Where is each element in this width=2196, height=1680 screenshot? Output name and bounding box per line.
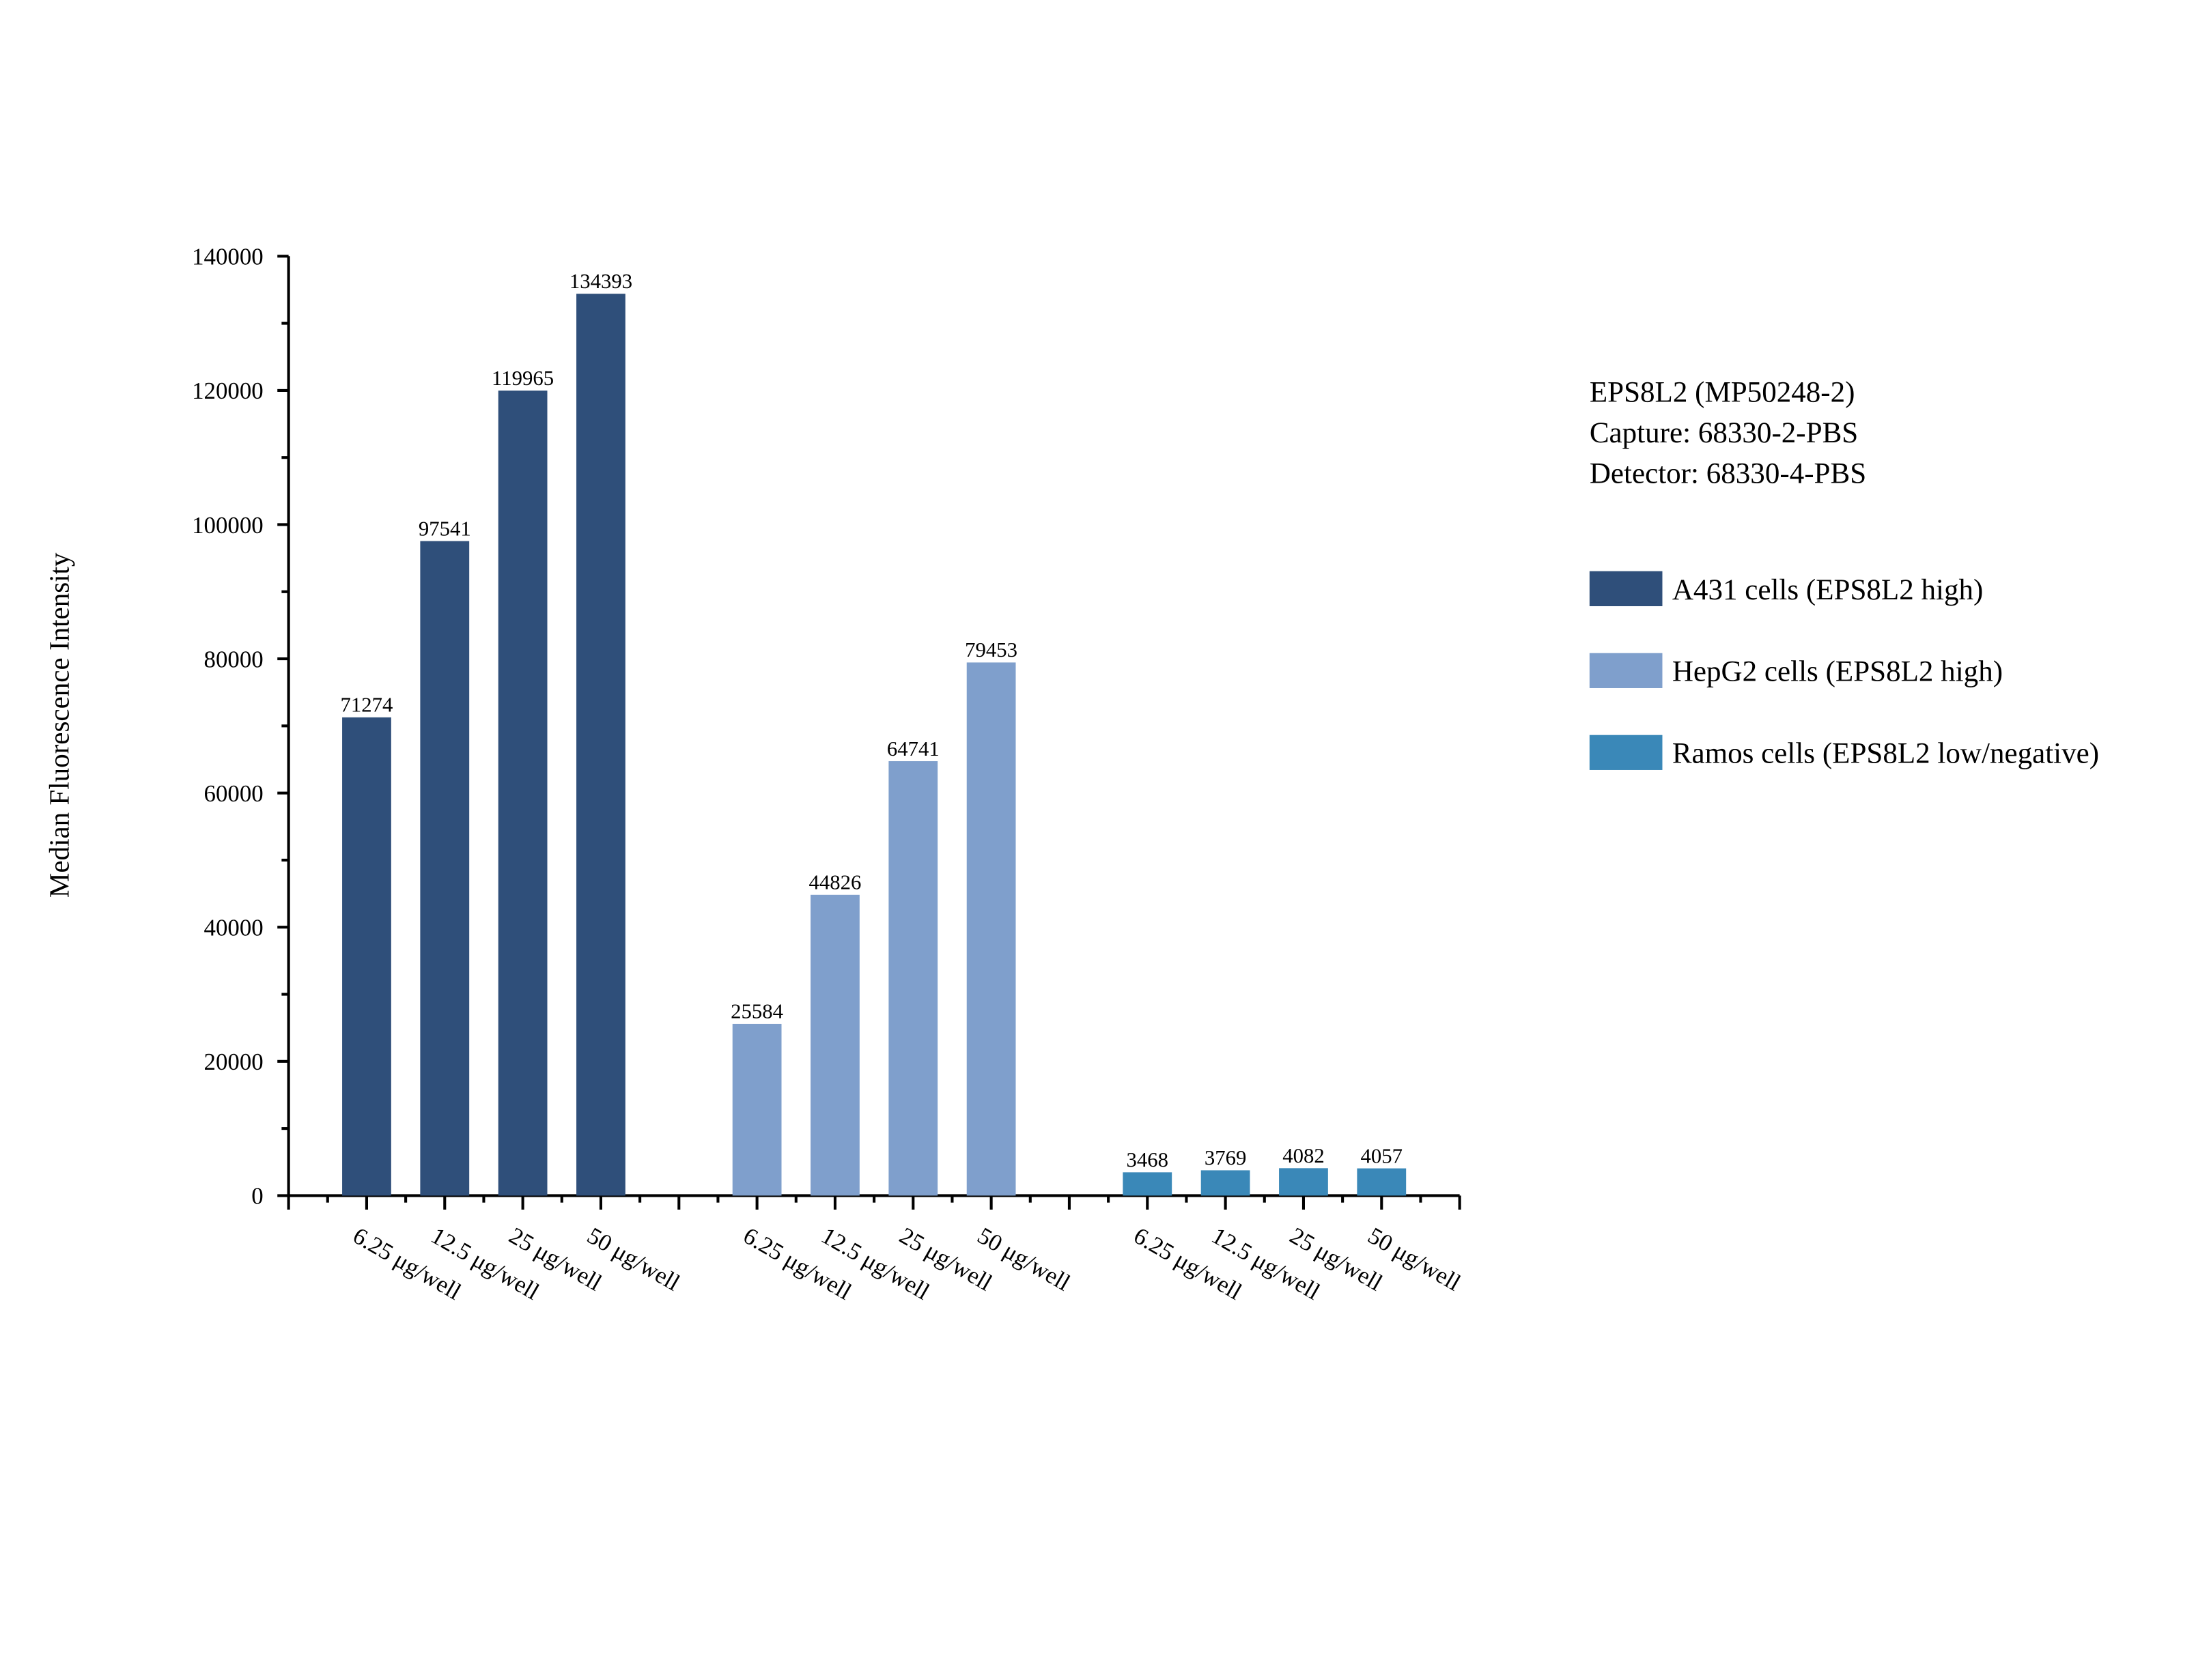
y-tick-label: 120000 [192,378,264,404]
data-label: 97541 [419,517,471,540]
annotation-line-1: EPS8L2 (MP50248-2) [1590,377,1855,409]
annotation-line-2: Capture: 68330-2-PBS [1590,417,1858,449]
bar [1279,1168,1328,1196]
legend: A431 cells (EPS8L2 high) HepG2 cells (EPS… [1589,571,2099,770]
data-label: 134393 [569,270,632,293]
y-tick-label: 20000 [204,1049,264,1075]
bar [1123,1172,1172,1196]
annotation-line-3: Detector: 68330-4-PBS [1590,458,1866,490]
legend-swatch [1589,653,1663,688]
y-tick-label: 40000 [204,915,264,941]
bar [1357,1168,1407,1196]
legend-swatch [1589,735,1663,770]
bar [420,541,470,1196]
data-label: 3468 [1127,1148,1169,1171]
data-label: 44826 [809,871,862,894]
data-label: 3769 [1205,1146,1247,1169]
legend-label: Ramos cells (EPS8L2 low/negative) [1672,738,2099,770]
data-label: 71274 [341,694,393,717]
axes: 0 20000 40000 60000 80000 100000 120000 140000 [192,244,1461,1210]
data-label: 79453 [965,638,1017,661]
bar [498,390,548,1196]
y-tick-label: 140000 [192,244,264,270]
data-label: 4082 [1282,1144,1324,1167]
data-label: 4057 [1361,1144,1403,1167]
legend-swatch [1589,571,1663,607]
data-label: 64741 [887,737,940,760]
bar [888,761,938,1196]
bar [1200,1170,1250,1196]
bar [966,662,1016,1196]
bar [732,1023,782,1196]
legend-label: HepG2 cells (EPS8L2 high) [1672,656,2003,688]
y-axis-label: Median Fluorescence Intensity [44,552,75,898]
bar [811,894,860,1196]
y-tick-label: 100000 [192,512,264,539]
bar [576,294,625,1196]
y-tick-label: 0 [251,1183,263,1210]
data-label: 119965 [492,367,554,390]
y-tick-label: 80000 [204,646,264,672]
data-label: 25584 [731,1000,783,1023]
legend-label: A431 cells (EPS8L2 high) [1672,574,1984,606]
y-tick-label: 60000 [204,780,264,807]
bar [342,717,391,1196]
